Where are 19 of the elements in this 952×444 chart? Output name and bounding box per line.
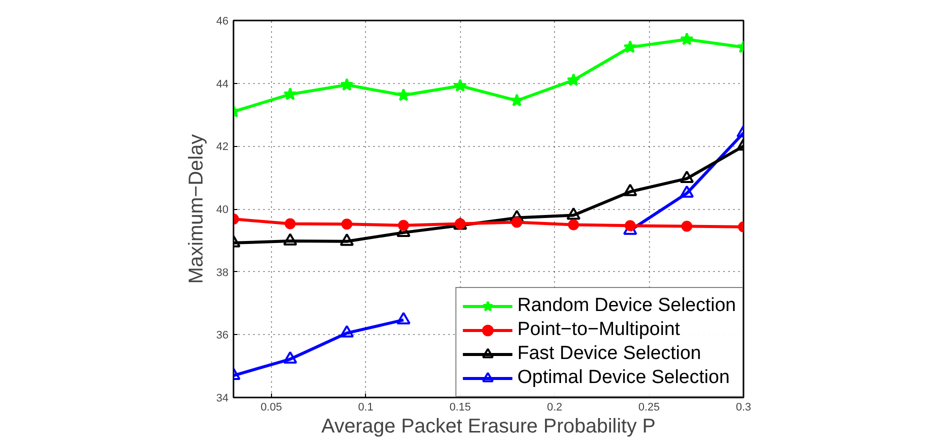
y-tick-label: 34	[216, 392, 229, 404]
legend-label: Point−to−Multipoint	[517, 318, 680, 342]
legend-label: Fast Device Selection	[517, 342, 702, 366]
y-tick-label: 42	[216, 141, 229, 154]
x-tick-label: 0.15	[449, 402, 471, 414]
y-tick-label: 38	[216, 266, 229, 279]
y-axis-title: Maximum−Delay	[185, 134, 208, 284]
x-tick-label: 0.3	[736, 402, 752, 414]
y-tick-label: 40	[216, 204, 229, 216]
x-tick-label: 0.25	[638, 402, 660, 414]
legend-label: Optimal Device Selection	[517, 366, 730, 390]
x-tick-label: 0.05	[260, 402, 282, 414]
x-tick-label: 0.1	[358, 402, 374, 414]
y-tick-label: 46	[216, 16, 229, 28]
y-tick-label: 36	[216, 330, 229, 342]
x-tick-label: 0.2	[546, 402, 562, 414]
x-axis-title: Average Packet Erasure Probability P	[321, 416, 656, 438]
y-tick-label: 44	[216, 78, 229, 90]
legend-label: Random Device Selection	[517, 294, 736, 318]
